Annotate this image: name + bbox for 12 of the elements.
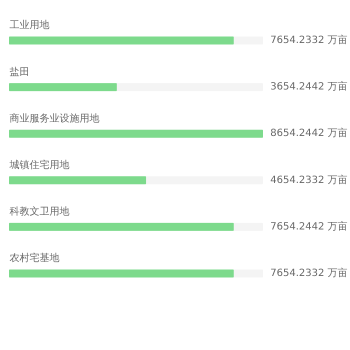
y-tick-label: 工业用地 <box>10 19 50 32</box>
data-label: 7654.2332 万亩 <box>270 267 348 279</box>
y-tick-label: 商业服务业设施用地 <box>10 112 100 124</box>
y-tick-label: 城镇住宅用地 <box>8 158 70 171</box>
data-label: 7654.2332 万亩 <box>270 34 348 46</box>
y-tick-label: 科教文卫用地 <box>10 206 70 218</box>
y-tick-label: 农村宅基地 <box>10 252 60 264</box>
data-label: 8654.2442 万亩 <box>270 127 348 140</box>
data-label: 3654.2442 万亩 <box>270 80 348 93</box>
data-label: 4654.2332 万亩 <box>270 174 348 186</box>
data-label: 7654.2442 万亩 <box>270 220 348 232</box>
y-tick-label: 盐田 <box>10 66 30 78</box>
